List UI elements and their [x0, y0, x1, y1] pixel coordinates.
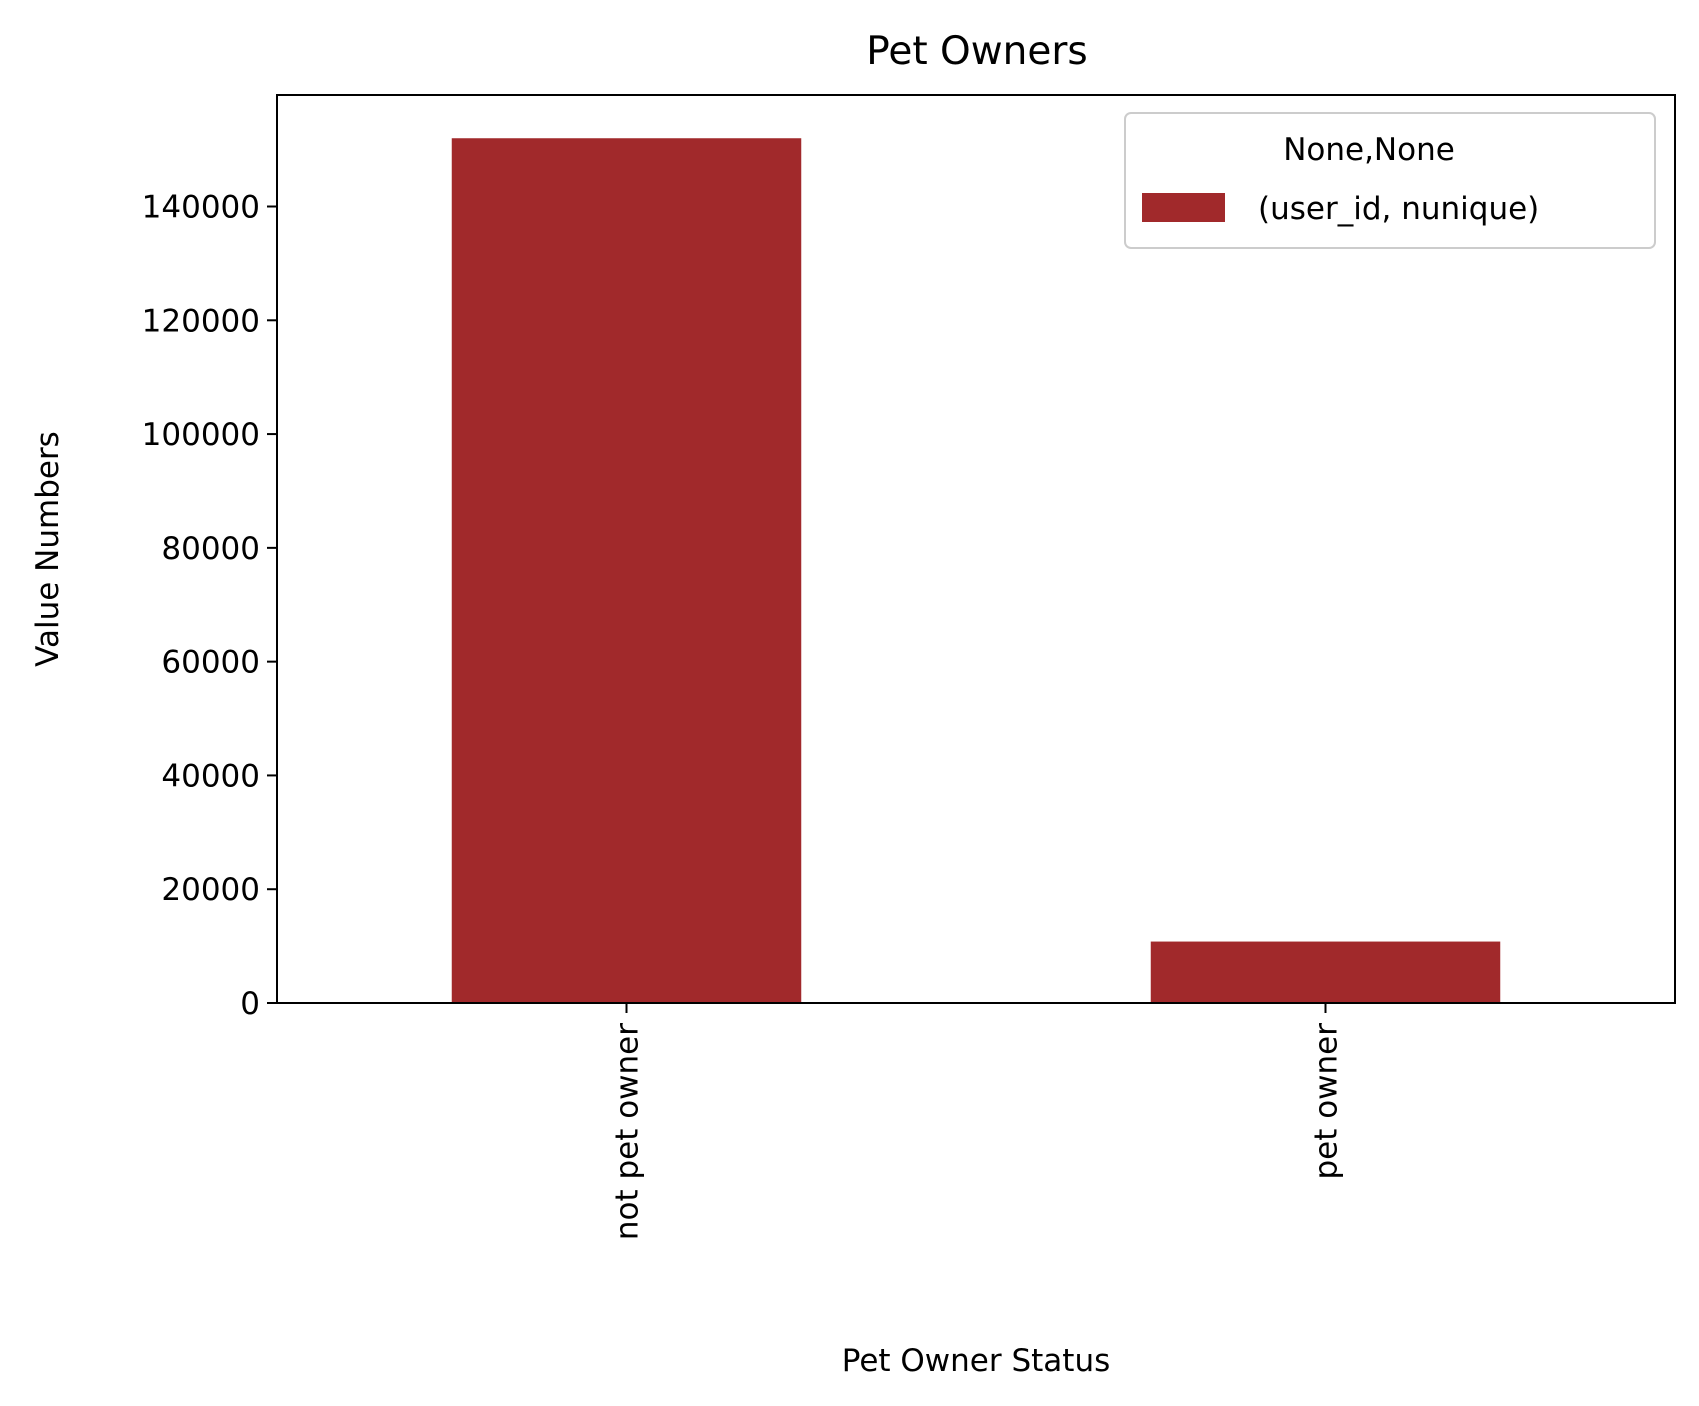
y-tick-label: 100000: [142, 417, 260, 453]
legend-label: (user_id, nunique): [1258, 191, 1539, 227]
bar-not-pet-owner: [451, 138, 802, 1003]
x-axis-ticks: not pet owner pet owner: [610, 1003, 1345, 1240]
y-tick-label: 120000: [142, 303, 260, 339]
y-tick-label: 20000: [161, 872, 260, 908]
y-tick-label: 80000: [161, 531, 260, 567]
y-tick-label: 60000: [161, 645, 260, 681]
y-axis-label: Value Numbers: [30, 431, 66, 667]
legend-title: None,None: [1283, 132, 1455, 168]
plot-frame: [276, 94, 1676, 1004]
y-axis-ticks: 0 20000 40000 60000 80000 100000 120000 140000: [142, 190, 277, 1022]
legend-frame: [1124, 112, 1656, 249]
bar-pet-owner: [1150, 941, 1501, 1003]
bars-layer: [451, 138, 1501, 1003]
legend: None,None (user_id, nunique): [1124, 112, 1656, 249]
x-tick-label: not pet owner: [610, 1023, 646, 1240]
y-tick-label: 40000: [161, 758, 260, 794]
x-axis-label: Pet Owner Status: [842, 1343, 1111, 1379]
chart-title: Pet Owners: [866, 29, 1087, 74]
legend-swatch: [1142, 193, 1225, 222]
y-tick-label: 0: [240, 986, 260, 1022]
y-tick-label: 140000: [142, 190, 260, 226]
x-tick-label: pet owner: [1309, 1023, 1345, 1180]
